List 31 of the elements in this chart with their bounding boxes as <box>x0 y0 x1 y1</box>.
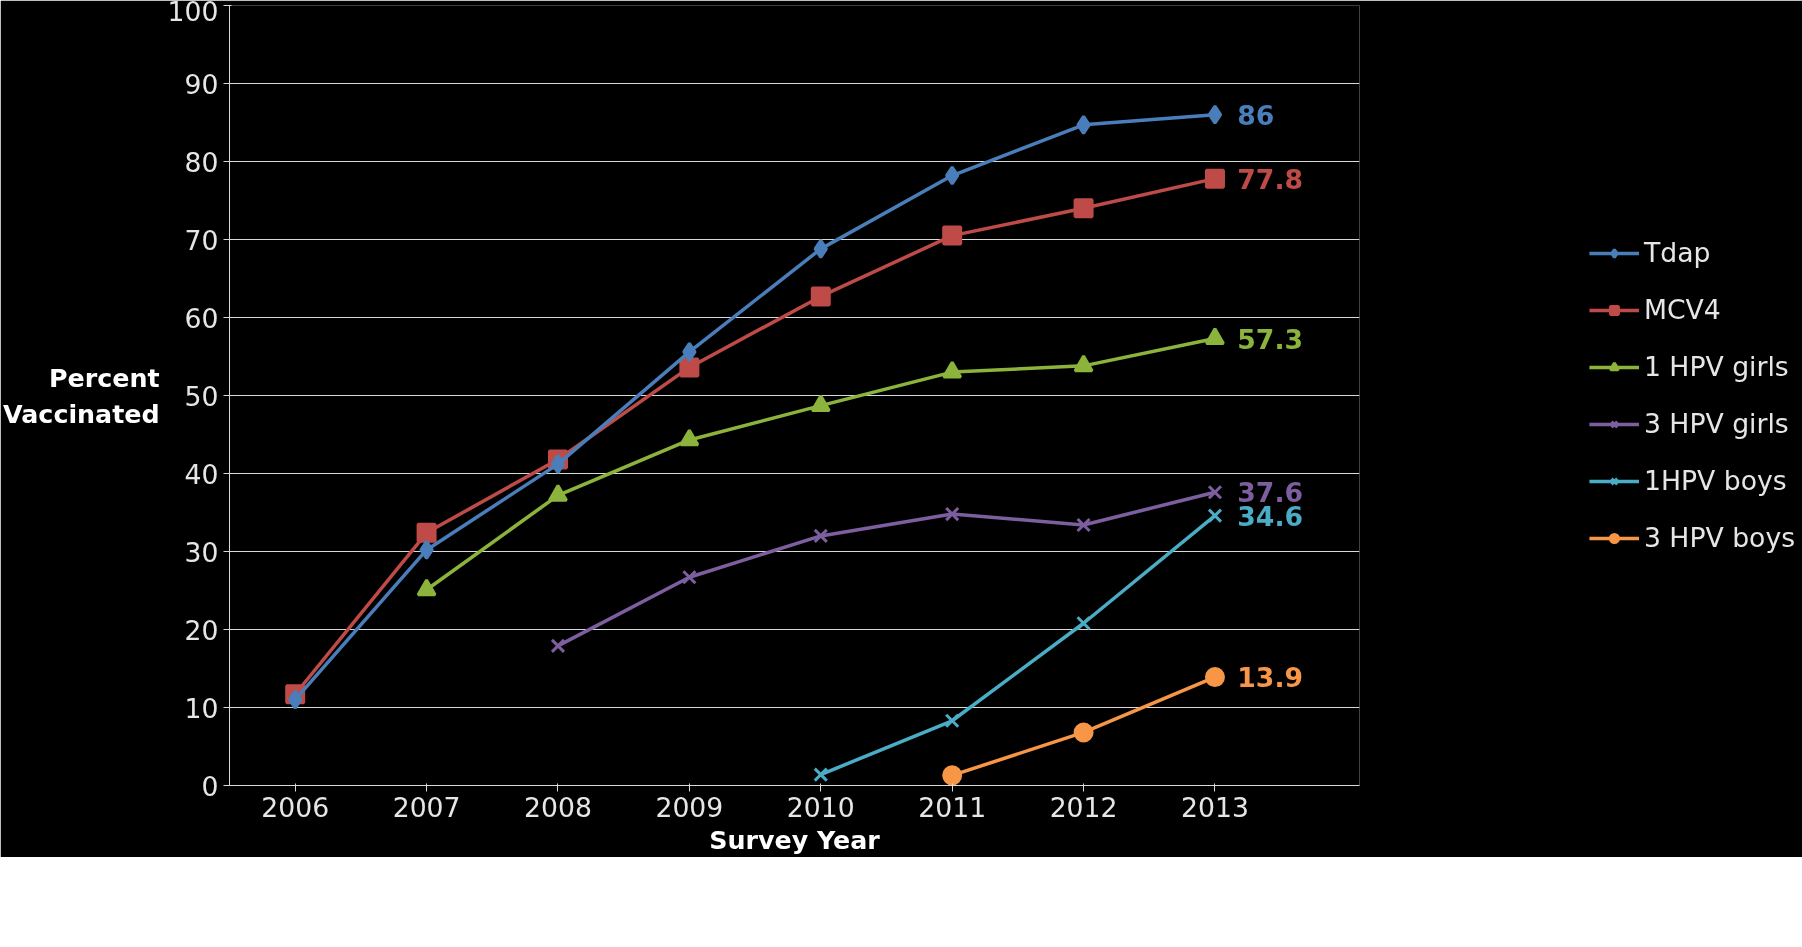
x-tick-label: 2010 <box>786 791 855 823</box>
legend-label: 1 HPV girls <box>1643 351 1789 382</box>
legend-label: 3 HPV girls <box>1643 408 1789 439</box>
y-axis-title: Percent Vaccinated <box>3 362 160 429</box>
y-tick-label: 10 <box>184 692 219 724</box>
legend-label: 3 HPV boys <box>1643 522 1796 553</box>
legend-label: Tdap <box>1643 237 1711 268</box>
y-tick-label: 70 <box>184 224 219 256</box>
x-tick-label: 2007 <box>392 791 461 823</box>
y-tick-label: 60 <box>184 302 219 334</box>
y-tick-label: 30 <box>184 536 219 568</box>
y-tick-label: 90 <box>184 68 219 100</box>
x-tick-label: 2011 <box>918 791 987 823</box>
y-tick-label: 0 <box>201 770 219 802</box>
data-label: 86 <box>1237 99 1275 131</box>
y-tick-label: 100 <box>167 0 219 27</box>
x-tick-label: 2012 <box>1049 791 1118 823</box>
data-label: 57.3 <box>1237 323 1304 355</box>
x-tick-label: 2013 <box>1181 791 1249 823</box>
y-tick-label: 80 <box>184 146 219 178</box>
data-label: 13.9 <box>1237 662 1304 694</box>
y-tick-label: 20 <box>184 614 219 646</box>
legend-label: 1HPV boys <box>1643 465 1787 496</box>
legend-label: MCV4 <box>1643 294 1721 325</box>
x-tick-label: 2006 <box>261 791 330 823</box>
y-tick-label: 50 <box>184 380 219 412</box>
y-tick-label: 40 <box>184 458 219 490</box>
x-tick-label: 2008 <box>524 791 592 823</box>
x-axis-title: Survey Year <box>709 824 881 855</box>
x-tick-label: 2009 <box>655 791 724 823</box>
data-label: 77.8 <box>1237 163 1304 195</box>
